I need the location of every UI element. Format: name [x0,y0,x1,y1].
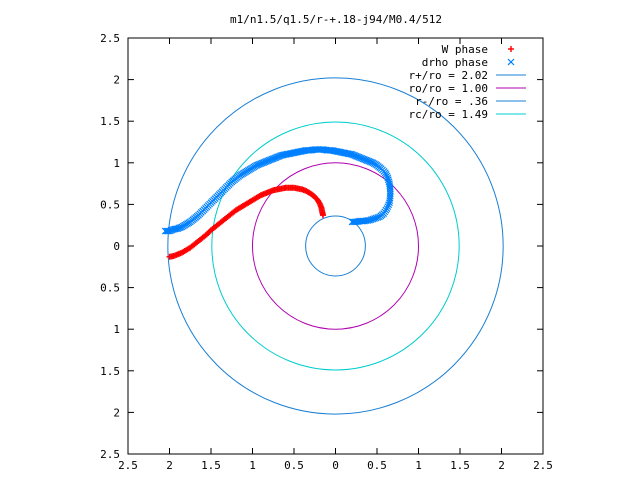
y-tick-label: 1.5 [100,115,120,128]
drho-phase-point [351,218,359,226]
circle-r-ro-36 [305,215,366,277]
x-tick-label: 0.5 [367,459,387,472]
drho-phase-point [384,174,392,182]
y-tick-label: 0.5 [100,282,120,295]
y-tick-label: 2.5 [100,448,120,461]
drho-phase-point [386,197,394,204]
circle-rc-ro-1-49 [211,121,460,371]
x-tick-label: 0.5 [284,459,304,472]
legend-label: W phase [442,43,488,56]
drho-phase-point [384,176,392,184]
legend-label: drho phase [422,56,488,69]
reference-circles [167,77,504,415]
y-tick-label: 2 [113,406,120,419]
y-tick-label: 0 [113,240,120,253]
x-tick-label: 0 [332,459,339,472]
y-tick-label: 0.5 [100,198,120,211]
w-phase-point [320,212,327,219]
y-tick-label: 2.5 [100,32,120,45]
x-tick-label: 1.5 [201,459,221,472]
legend-label: r+/ro = 2.02 [409,69,488,82]
drho-phase-point [386,199,393,207]
chart-title: m1/n1.5/q1.5/r-+.18-j94/M0.4/512 [230,13,442,26]
legend-label: rc/ro = 1.49 [409,108,488,121]
legend-label: ro/ro = 1.00 [409,82,488,95]
circle-r-ro-2-02 [167,77,504,415]
y-tick-label: 1 [113,157,120,170]
y-tick-label: 1 [113,323,120,336]
x-tick-label: 2.5 [118,459,138,472]
y-tick-label: 1.5 [100,365,120,378]
legend-label: r-/ro = .36 [415,95,488,108]
drho-phase-point [384,203,392,211]
axis-ticks: 2.5 2 1.5 1 0.5 0 0.5 1 1.5 2 2.52.521.510.500.511… [100,32,553,472]
drho-phase-point [350,218,357,226]
x-tick-label: 2.5 [533,459,553,472]
legend-marker [508,46,514,52]
phase-points [161,146,394,260]
x-tick-label: 1 [249,459,256,472]
legend-marker [507,58,515,66]
circle-ro-ro-1-00 [252,162,419,330]
x-tick-label: 1 [415,459,422,472]
x-tick-label: 2 [498,459,505,472]
x-tick-label: 1.5 [450,459,470,472]
y-tick-label: 2 [113,74,120,87]
drho-phase-point [385,201,393,209]
drho-phase-point [348,218,356,226]
x-tick-label: 2 [166,459,173,472]
